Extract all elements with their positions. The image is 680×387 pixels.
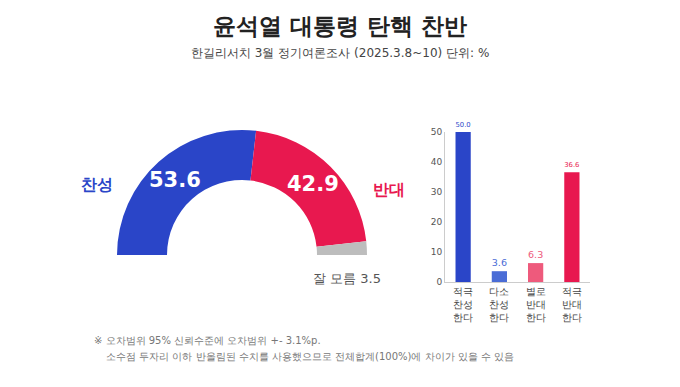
svg-text:잘 모름 3.5: 잘 모름 3.5 — [313, 271, 381, 286]
svg-text:※ 오차범위 95% 신뢰수준에 오차범위 +- 3.1%p: ※ 오차범위 95% 신뢰수준에 오차범위 +- 3.1%p. — [94, 335, 321, 346]
svg-text:20: 20 — [431, 217, 443, 227]
svg-text:윤석열 대통령 탄핵 찬반: 윤석열 대통령 탄핵 찬반 — [213, 13, 467, 39]
svg-text:반대: 반대 — [373, 180, 405, 199]
svg-text:3.6: 3.6 — [492, 257, 507, 268]
svg-text:6.3: 6.3 — [528, 249, 543, 260]
svg-text:적극찬성한다: 적극찬성한다 — [453, 286, 473, 323]
svg-text:36.6: 36.6 — [564, 161, 579, 169]
svg-text:42.9: 42.9 — [287, 172, 339, 196]
svg-text:10: 10 — [431, 247, 443, 257]
svg-text:적극반대한다: 적극반대한다 — [562, 286, 582, 323]
svg-text:50: 50 — [431, 127, 443, 137]
svg-text:소수점 두자리 이하 반올림된 수치를 사용했으므로 전체합: 소수점 두자리 이하 반올림된 수치를 사용했으므로 전체합계(100%)에 차… — [106, 351, 514, 362]
svg-text:별로반대한다: 별로반대한다 — [526, 286, 546, 323]
svg-text:한길리서치 3월 정기여론조사 (2025.3.8~10): 한길리서치 3월 정기여론조사 (2025.3.8~10) 단위: % — [191, 46, 489, 60]
svg-text:30: 30 — [431, 187, 443, 197]
svg-text:40: 40 — [431, 157, 443, 167]
svg-text:53.6: 53.6 — [149, 168, 201, 192]
svg-text:다소찬성한다: 다소찬성한다 — [489, 286, 509, 323]
svg-text:0: 0 — [436, 277, 442, 287]
svg-text:찬성: 찬성 — [81, 175, 113, 194]
svg-text:50.0: 50.0 — [456, 121, 471, 129]
